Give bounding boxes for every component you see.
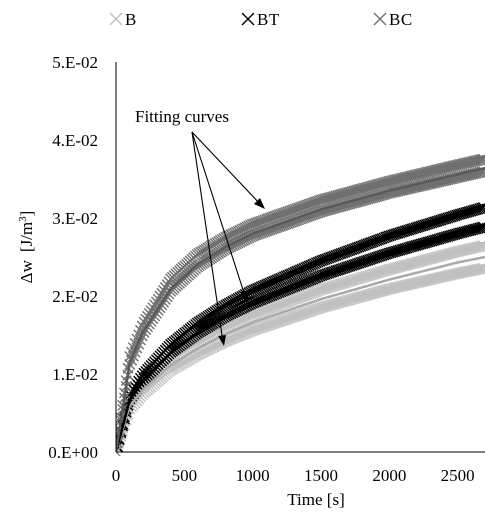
arrow-head-b <box>218 335 226 346</box>
fit-curve-bc <box>116 166 485 453</box>
x-tick-label: 2500 <box>441 466 475 485</box>
data-point <box>477 202 485 214</box>
y-tick-label: 3.E-02 <box>52 209 98 228</box>
x-tick-label: 1000 <box>236 466 270 485</box>
annotation-arrows <box>191 131 265 346</box>
legend-marker-bt <box>241 12 255 26</box>
y-tick-label: 1.E-02 <box>52 365 98 384</box>
data-point <box>477 262 485 274</box>
x-tick-label: 2000 <box>372 466 406 485</box>
y-axis-title-main: Δw <box>17 259 36 283</box>
y-tick-label: 0.E+00 <box>48 443 98 462</box>
legend-marker-bc <box>373 12 387 26</box>
y-tick-labels: 0.E+00 1.E-02 2.E-02 3.E-02 4.E-02 5.E-02 <box>48 53 98 462</box>
y-tick-label: 2.E-02 <box>52 287 98 306</box>
data-point <box>474 203 485 215</box>
legend: B BT BC <box>109 10 413 29</box>
data-point <box>474 154 485 166</box>
fit-curve-bt <box>116 224 485 453</box>
fitting-curves-label: Fitting curves <box>135 107 229 126</box>
x-tick-labels: 0 500 1000 1500 2000 2500 <box>112 466 475 485</box>
arrow-line-bt <box>191 131 247 300</box>
plot-area <box>116 153 485 456</box>
origin-point <box>116 446 122 456</box>
fit-curve-b <box>116 255 485 453</box>
y-axis-title-unit: [J/m <box>17 222 36 252</box>
x-tick-label: 1500 <box>304 466 338 485</box>
arrow-line-bc <box>191 131 263 207</box>
arrow-head-bc <box>254 198 265 209</box>
x-tick-label: 500 <box>172 466 198 485</box>
data-point <box>474 240 485 252</box>
arrow-head-bt <box>241 291 249 303</box>
data-point <box>477 240 485 252</box>
y-tick-label: 5.E-02 <box>52 53 98 72</box>
y-axis-title: Δw [J/m3] <box>17 211 36 284</box>
x-tick-label: 0 <box>112 466 121 485</box>
legend-label-bt: BT <box>257 10 280 29</box>
y-axis-title-unit-sup: 3 <box>17 216 29 222</box>
series-layer <box>116 153 485 456</box>
legend-label-bc: BC <box>389 10 413 29</box>
data-point <box>474 263 485 275</box>
y-tick-label: 4.E-02 <box>52 131 98 150</box>
legend-label-b: B <box>125 10 137 29</box>
arrow-line-b <box>191 131 224 343</box>
legend-marker-b <box>109 12 123 26</box>
y-axis-title-unit-close: ] <box>17 211 36 217</box>
data-point <box>477 153 485 165</box>
x-axis-title: Time [s] <box>287 490 344 509</box>
